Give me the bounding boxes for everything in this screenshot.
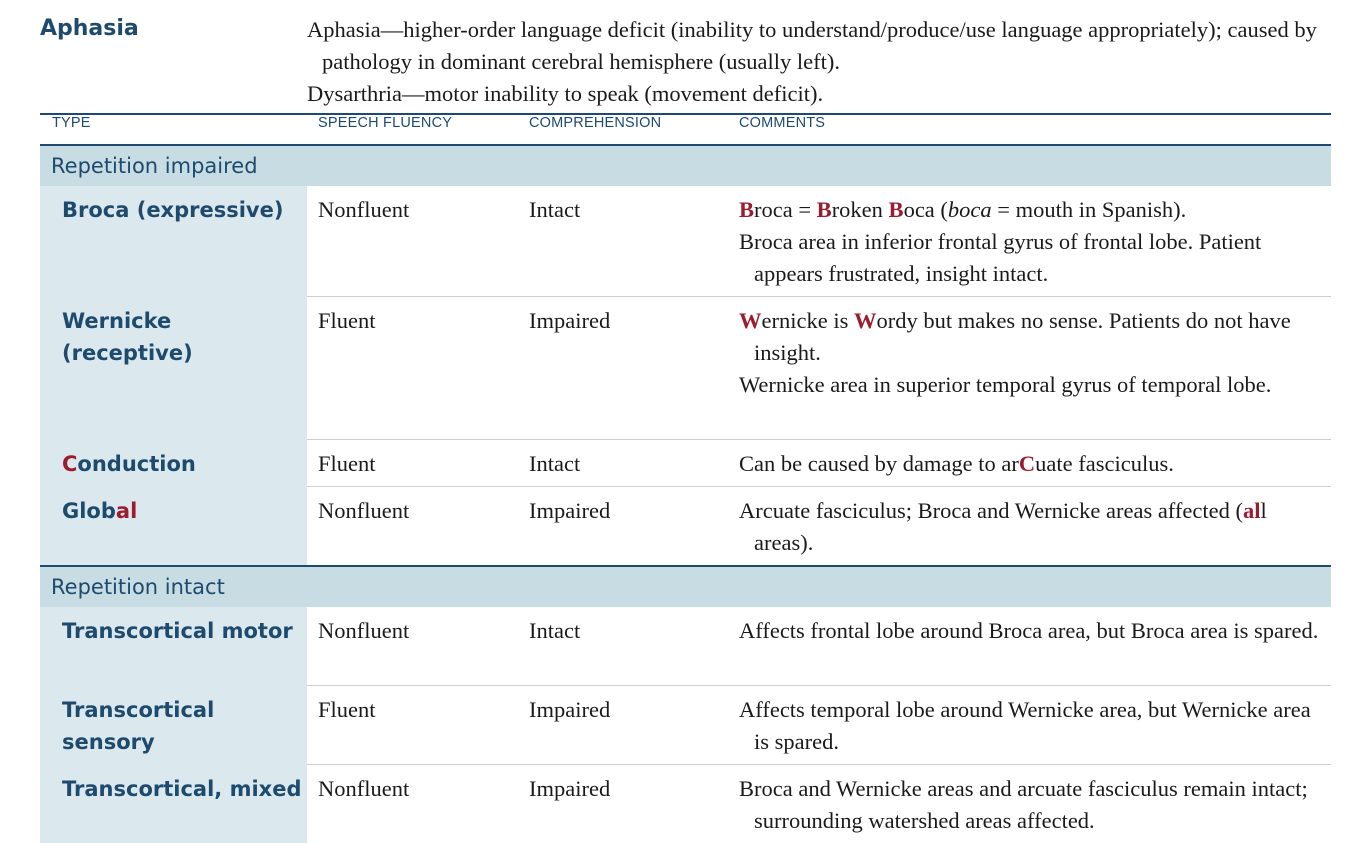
comments-cell: Broca and Wernicke areas and arcuate fas… bbox=[728, 765, 1331, 843]
comprehension-cell: Intact bbox=[518, 607, 728, 686]
mnemonic-letter: B bbox=[817, 197, 832, 222]
table-row-wernicke: Wernicke (receptive) Fluent Impaired Wer… bbox=[40, 297, 1331, 440]
topic-title: Aphasia bbox=[40, 16, 139, 41]
type-cell: Wernicke (receptive) bbox=[40, 297, 307, 440]
comprehension-cell: Intact bbox=[518, 440, 728, 487]
comment-mnemonic: Wernicke is Wordy but makes no sense. Pa… bbox=[739, 305, 1323, 369]
comment-mnemonic: Arcuate fasciculus; Broca and Wernicke a… bbox=[739, 495, 1323, 559]
mnemonic-letter: W bbox=[854, 308, 877, 333]
comprehension-cell: Impaired bbox=[518, 487, 728, 567]
fluency-cell: Nonfluent bbox=[307, 186, 518, 297]
fluency-cell: Nonfluent bbox=[307, 607, 518, 686]
aphasia-table: TYPE SPEECH FLUENCY COMPREHENSION COMMEN… bbox=[40, 113, 1331, 843]
mnemonic-letter: C bbox=[62, 452, 77, 476]
comments-cell: Broca = Broken Boca (boca = mouth in Spa… bbox=[728, 186, 1331, 297]
type-text: Glob bbox=[62, 499, 116, 523]
table-row-global: Global Nonfluent Impaired Arcuate fascic… bbox=[40, 487, 1331, 567]
comment-detail: Affects frontal lobe around Broca area, … bbox=[739, 615, 1323, 647]
comments-cell: Arcuate fasciculus; Broca and Wernicke a… bbox=[728, 487, 1331, 567]
comprehension-cell: Impaired bbox=[518, 297, 728, 440]
type-cell: Transcortical, mixed bbox=[40, 765, 307, 843]
table-row-conduction: Conduction Fluent Intact Can be caused b… bbox=[40, 440, 1331, 487]
comment-detail: Affects temporal lobe around Wernicke ar… bbox=[739, 694, 1323, 758]
intro-aphasia-definition: Aphasia—higher-order language deficit (i… bbox=[307, 14, 1337, 78]
comment-detail: Broca and Wernicke areas and arcuate fas… bbox=[739, 773, 1323, 837]
intro-text: Aphasia—higher-order language deficit (i… bbox=[307, 14, 1337, 110]
type-cell: Transcortical motor bbox=[40, 607, 307, 686]
table-header-row: TYPE SPEECH FLUENCY COMPREHENSION COMMEN… bbox=[40, 114, 1331, 145]
type-cell: Transcortical sensory bbox=[40, 686, 307, 765]
comment-italic: boca bbox=[948, 197, 992, 222]
fluency-cell: Nonfluent bbox=[307, 765, 518, 843]
fluency-cell: Fluent bbox=[307, 297, 518, 440]
section-row-repetition-impaired: Repetition impaired bbox=[40, 145, 1331, 186]
header-comments: COMMENTS bbox=[728, 114, 1331, 145]
header-speech-fluency: SPEECH FLUENCY bbox=[307, 114, 518, 145]
fluency-cell: Fluent bbox=[307, 686, 518, 765]
comments-cell: Affects frontal lobe around Broca area, … bbox=[728, 607, 1331, 686]
comments-cell: Wernicke is Wordy but makes no sense. Pa… bbox=[728, 297, 1331, 440]
type-text: onduction bbox=[77, 452, 195, 476]
comment-mnemonic: Broca = Broken Boca (boca = mouth in Spa… bbox=[739, 194, 1323, 226]
mnemonic-letter: al bbox=[116, 499, 137, 523]
table-row-transcortical-mixed: Transcortical, mixed Nonfluent Impaired … bbox=[40, 765, 1331, 843]
mnemonic-letter: C bbox=[1019, 451, 1035, 476]
comment-text: = mouth in Spanish). bbox=[992, 197, 1187, 222]
comprehension-cell: Impaired bbox=[518, 686, 728, 765]
intro-dysarthria-definition: Dysarthria—motor inability to speak (mov… bbox=[307, 78, 1337, 110]
fluency-cell: Fluent bbox=[307, 440, 518, 487]
comment-text: Arcuate fasciculus; Broca and Wernicke a… bbox=[739, 498, 1243, 523]
comprehension-cell: Impaired bbox=[518, 765, 728, 843]
mnemonic-letter: W bbox=[739, 308, 762, 333]
section-label: Repetition intact bbox=[40, 566, 1331, 607]
comments-cell: Can be caused by damage to arCuate fasci… bbox=[728, 440, 1331, 487]
section-label: Repetition impaired bbox=[40, 145, 1331, 186]
comment-text: ernicke is bbox=[762, 308, 854, 333]
header-type: TYPE bbox=[40, 114, 307, 145]
comment-text: roca = bbox=[754, 197, 817, 222]
mnemonic-letter: B bbox=[889, 197, 904, 222]
comment-text: oca ( bbox=[904, 197, 948, 222]
header-comprehension: COMPREHENSION bbox=[518, 114, 728, 145]
mnemonic-letter: B bbox=[739, 197, 754, 222]
table-row-transcortical-sensory: Transcortical sensory Fluent Impaired Af… bbox=[40, 686, 1331, 765]
table-row-transcortical-motor: Transcortical motor Nonfluent Intact Aff… bbox=[40, 607, 1331, 686]
comment-text: Can be caused by damage to ar bbox=[739, 451, 1019, 476]
comments-cell: Affects temporal lobe around Wernicke ar… bbox=[728, 686, 1331, 765]
comment-text: roken bbox=[832, 197, 889, 222]
comment-detail: Broca area in inferior frontal gyrus of … bbox=[739, 226, 1323, 290]
mnemonic-letter: al bbox=[1243, 498, 1261, 523]
type-cell: Broca (expressive) bbox=[40, 186, 307, 297]
comprehension-cell: Intact bbox=[518, 186, 728, 297]
fluency-cell: Nonfluent bbox=[307, 487, 518, 567]
section-row-repetition-intact: Repetition intact bbox=[40, 566, 1331, 607]
type-cell: Global bbox=[40, 487, 307, 567]
comment-detail: Wernicke area in superior temporal gyrus… bbox=[739, 369, 1323, 401]
comment-text: uate fasciculus. bbox=[1035, 451, 1174, 476]
type-cell: Conduction bbox=[40, 440, 307, 487]
comment-mnemonic: Can be caused by damage to arCuate fasci… bbox=[739, 448, 1323, 480]
table-row-broca: Broca (expressive) Nonfluent Intact Broc… bbox=[40, 186, 1331, 297]
